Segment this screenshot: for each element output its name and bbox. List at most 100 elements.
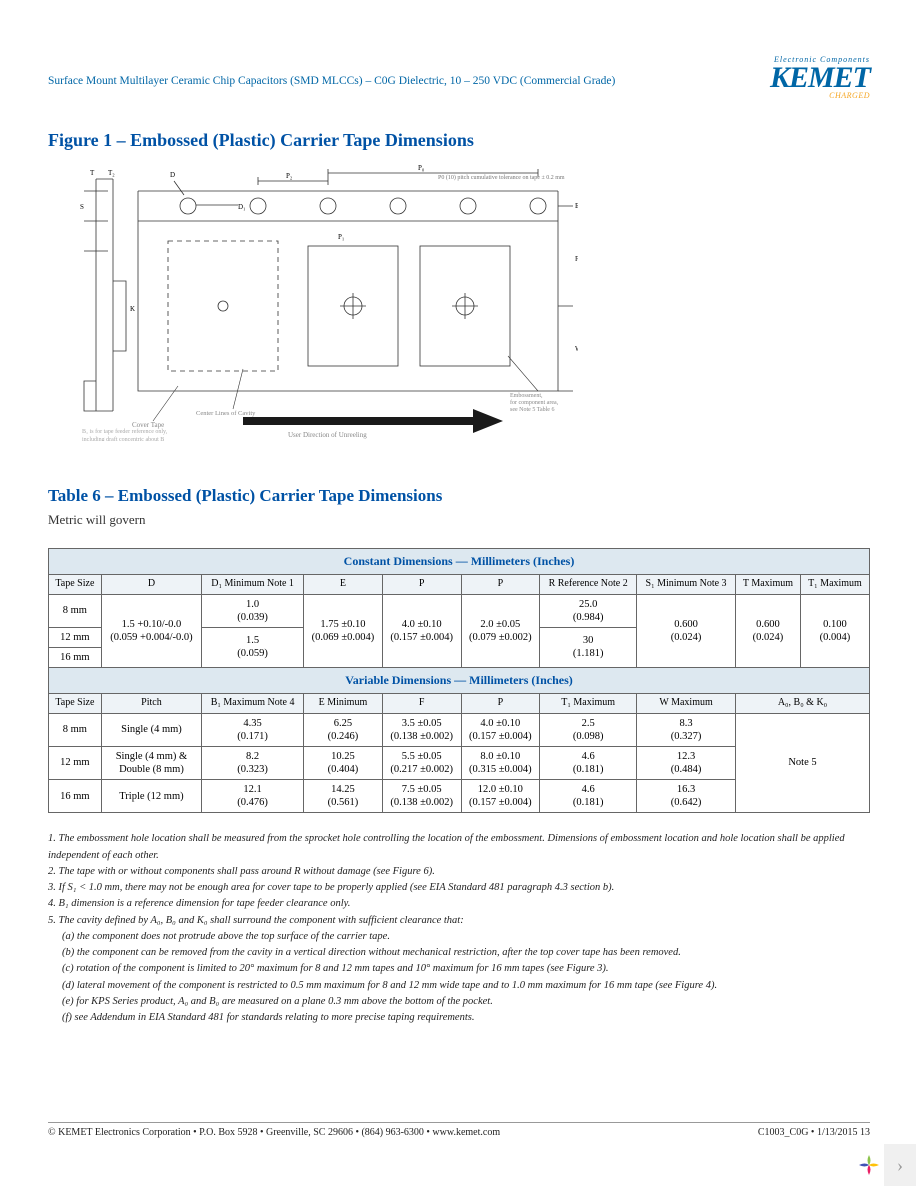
pager-flower-icon[interactable] [854, 1150, 884, 1180]
col-e: E [304, 575, 383, 595]
cell: 12 mm [49, 746, 102, 779]
col-p2: P [461, 575, 540, 595]
doc-title: Surface Mount Multilayer Ceramic Chip Ca… [48, 75, 615, 87]
cell: 12 mm [49, 627, 102, 647]
cell: 0.600 (0.024) [736, 594, 801, 668]
cell: 0.600 (0.024) [637, 594, 736, 668]
p0-note: P0 (10) pitch cumulative tolerance on ta… [438, 174, 565, 181]
note-5f: (f) see Addendum in EIA Standard 481 for… [48, 1010, 870, 1026]
col-r: R Reference Note 2 [540, 575, 637, 595]
cell: Single (4 mm) [101, 713, 201, 746]
cell: 1.0 (0.039) [202, 594, 304, 627]
cell: Single (4 mm) & Double (8 mm) [101, 746, 201, 779]
cell: 2.0 ±0.05 (0.079 ±0.002) [461, 594, 540, 668]
vcol-5: P [461, 694, 540, 714]
cell: 8 mm [49, 594, 102, 627]
cell: 4.0 ±0.10 (0.157 ±0.004) [461, 713, 540, 746]
note-3: 3. If S₁ < 1.0 mm, there may not be enou… [48, 880, 870, 896]
center-lines-label: Center Lines of Cavity [196, 410, 256, 417]
note-4: 4. B₁ dimension is a reference dimension… [48, 896, 870, 912]
cell: Triple (12 mm) [101, 780, 201, 813]
cell: 4.35 (0.171) [202, 713, 304, 746]
note-5d: (d) lateral movement of the component is… [48, 978, 870, 994]
cell: 12.3 (0.484) [637, 746, 736, 779]
cell: 16 mm [49, 780, 102, 813]
dim-p2-label: P₂ [286, 172, 293, 180]
vcol-3: E Minimum [304, 694, 383, 714]
cell: 6.25 (0.246) [304, 713, 383, 746]
cell: 8.2 (0.323) [202, 746, 304, 779]
vcol-0: Tape Size [49, 694, 102, 714]
dim-p0-label: P₀ [418, 164, 425, 172]
col-p1: P [382, 575, 461, 595]
cell: 4.0 ±0.10 (0.157 ±0.004) [382, 594, 461, 668]
note-5: 5. The cavity defined by A₀, B₀ and K₀ s… [48, 913, 870, 929]
cell: 8 mm [49, 713, 102, 746]
cell: 14.25 (0.561) [304, 780, 383, 813]
col-tmax: T Maximum [736, 575, 801, 595]
figure1-title: Figure 1 – Embossed (Plastic) Carrier Ta… [48, 130, 870, 151]
dim-d-label: D [170, 171, 175, 179]
cell: 5.5 ±0.05 (0.217 ±0.002) [382, 746, 461, 779]
note-5e: (e) for KPS Series product, A₀ and B₀ ar… [48, 994, 870, 1010]
cell: Note 5 [736, 713, 870, 813]
cell: 16 mm [49, 647, 102, 667]
cover-tape-label: Cover Tape [132, 421, 164, 429]
constant-dimensions-table: Constant Dimensions — Millimeters (Inche… [48, 548, 870, 813]
note-5b: (b) the component can be removed from th… [48, 945, 870, 961]
vcol-6: T₁ Maximum [540, 694, 637, 714]
cell: 1.75 ±0.10 (0.069 ±0.004) [304, 594, 383, 668]
const-row-8mm: 8 mm 1.5 +0.10/-0.0 (0.059 +0.004/-0.0) … [49, 594, 870, 627]
cell: 12.0 ±0.10 (0.157 ±0.004) [461, 780, 540, 813]
table6-title: Table 6 – Embossed (Plastic) Carrier Tap… [48, 486, 870, 506]
logo-text: KEMET [770, 64, 870, 91]
col-t1max: T₁ Maximum [800, 575, 869, 595]
metric-govern-text: Metric will govern [48, 512, 870, 528]
cell: 8.3 (0.327) [637, 713, 736, 746]
col-d: D [101, 575, 201, 595]
vcol-1: Pitch [101, 694, 201, 714]
dim-d1-label: D₁ [238, 203, 246, 211]
b1-note-label: B₁ is for tape feeder reference only, in… [82, 428, 169, 441]
dim-k-label: K [130, 305, 135, 313]
cell: 3.5 ±0.05 (0.138 ±0.002) [382, 713, 461, 746]
cell: 12.1 (0.476) [202, 780, 304, 813]
var-row-8mm: 8 mm Single (4 mm) 4.35 (0.171) 6.25 (0.… [49, 713, 870, 746]
figure1-diagram: T T₂ S D D₁ P₂ P₀ P0 (10) pitch cumulati… [78, 161, 870, 446]
cell: 25.0 (0.984) [540, 594, 637, 627]
col-d1: D₁ Minimum Note 1 [202, 575, 304, 595]
cell: 1.5 +0.10/-0.0 (0.059 +0.004/-0.0) [101, 594, 201, 668]
dim-f-label: F [575, 255, 578, 263]
brand-logo: Electronic Components KEMET CHARGED [770, 55, 870, 100]
cell: 4.6 (0.181) [540, 780, 637, 813]
notes-block: 1. The embossment hole location shall be… [48, 831, 870, 1026]
cell: 7.5 ±0.05 (0.138 ±0.002) [382, 780, 461, 813]
cell: 30 (1.181) [540, 627, 637, 667]
dim-p1-label: P₁ [338, 233, 344, 241]
vcol-4: F [382, 694, 461, 714]
chevron-right-icon: › [897, 1155, 903, 1176]
note-5c: (c) rotation of the component is limited… [48, 961, 870, 977]
page-header: Surface Mount Multilayer Ceramic Chip Ca… [48, 55, 870, 100]
footer-left: © KEMET Electronics Corporation • P.O. B… [48, 1127, 500, 1138]
page-footer: © KEMET Electronics Corporation • P.O. B… [48, 1122, 870, 1138]
dim-w-label: W [575, 345, 578, 353]
embossment-label: Embossment, for component area, see Note… [510, 393, 560, 413]
footer-right: C1003_C0G • 1/13/2015 13 [758, 1127, 870, 1138]
variable-caption: Variable Dimensions — Millimeters (Inche… [49, 668, 870, 694]
cell: 4.6 (0.181) [540, 746, 637, 779]
cell: 16.3 (0.642) [637, 780, 736, 813]
dim-t2-label: T₂ [108, 169, 115, 177]
note-1: 1. The embossment hole location shall be… [48, 831, 870, 864]
vcol-2: B₁ Maximum Note 4 [202, 694, 304, 714]
cell: 10.25 (0.404) [304, 746, 383, 779]
cell: 2.5 (0.098) [540, 713, 637, 746]
col-s: S₁ Minimum Note 3 [637, 575, 736, 595]
next-page-button[interactable]: › [884, 1144, 916, 1186]
dim-t-label: T [90, 169, 95, 177]
cell: 0.100 (0.004) [800, 594, 869, 668]
vcol-8: A₀, B₀ & K₀ [736, 694, 870, 714]
cell: 1.5 (0.059) [202, 627, 304, 667]
user-direction-label: User Direction of Unreeling [288, 431, 367, 439]
vcol-7: W Maximum [637, 694, 736, 714]
